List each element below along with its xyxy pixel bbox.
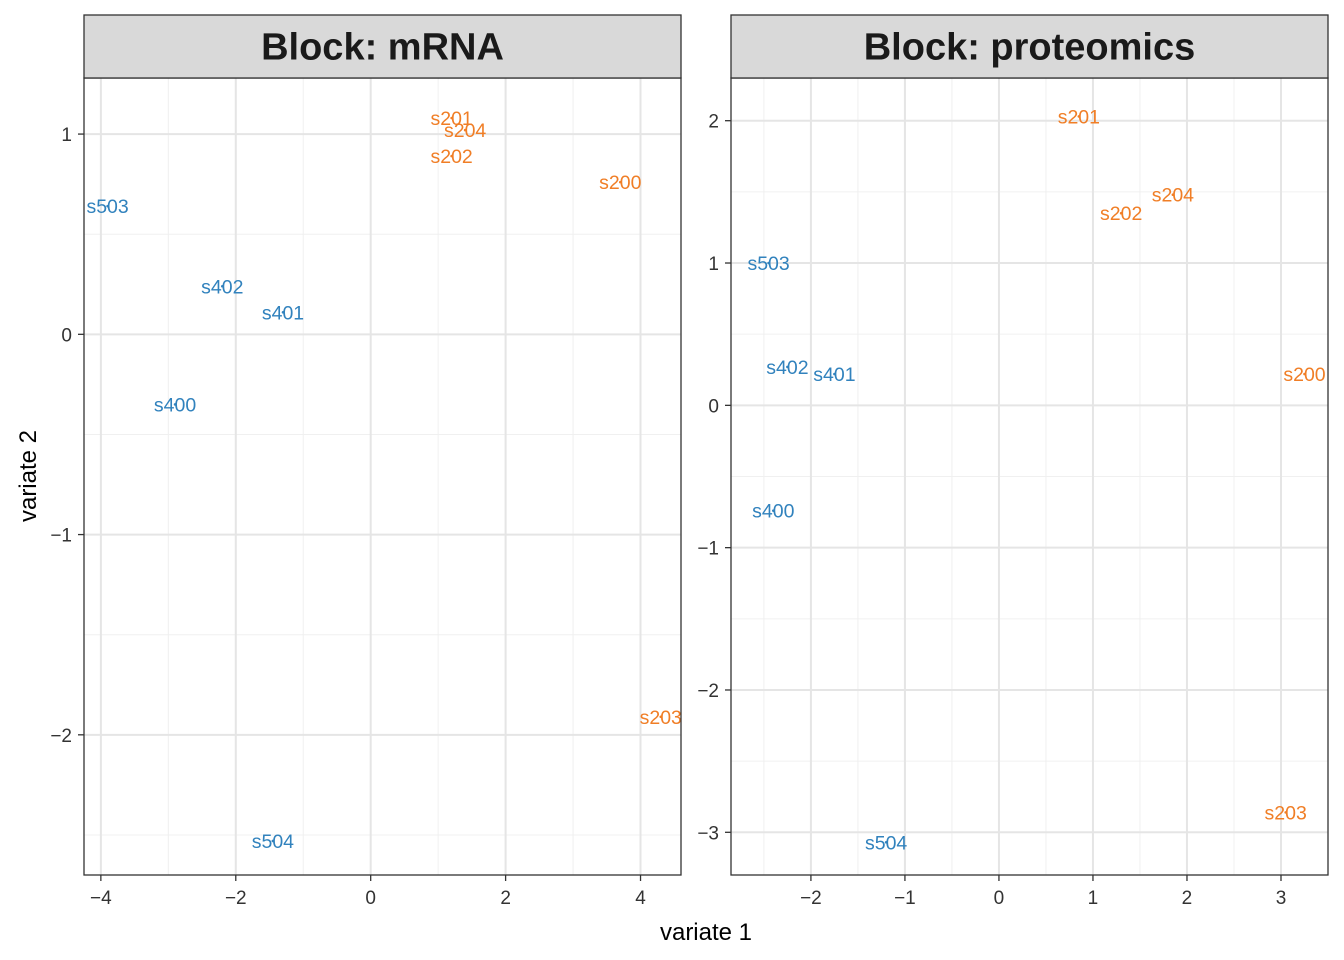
y-tick-label: −2 bbox=[697, 681, 719, 702]
point-label-s402: s402 bbox=[201, 276, 243, 298]
point-label-s503: s503 bbox=[86, 196, 128, 218]
x-axis-title: variate 1 bbox=[660, 919, 752, 946]
point-label-s503: s503 bbox=[747, 253, 789, 275]
point-label-s504: s504 bbox=[252, 831, 294, 853]
x-tick-label: 2 bbox=[1182, 888, 1193, 909]
y-tick-label: 1 bbox=[61, 125, 72, 146]
point-label-s200: s200 bbox=[599, 172, 641, 194]
point-label-s201: s201 bbox=[430, 108, 472, 130]
point-s203 bbox=[659, 715, 663, 719]
point-s200 bbox=[1303, 372, 1306, 376]
point-s402 bbox=[786, 365, 789, 369]
y-tick-label: 0 bbox=[708, 396, 719, 417]
facet-strip bbox=[83, 14, 682, 79]
point-s202 bbox=[450, 154, 453, 158]
point-label-s402: s402 bbox=[766, 357, 808, 379]
point-s201 bbox=[450, 116, 453, 120]
point-label-s401: s401 bbox=[813, 364, 855, 386]
x-tick-label: 0 bbox=[365, 888, 376, 909]
point-label-s202: s202 bbox=[430, 146, 472, 168]
y-tick-label: −3 bbox=[697, 823, 719, 844]
x-tick-label: −1 bbox=[894, 888, 916, 909]
y-tick-label: −1 bbox=[697, 539, 719, 560]
y-tick-label: 2 bbox=[708, 112, 719, 133]
point-s401 bbox=[281, 310, 285, 314]
x-tick-label: −4 bbox=[90, 888, 112, 909]
point-label-s204: s204 bbox=[1152, 185, 1194, 207]
point-s402 bbox=[220, 284, 224, 288]
point-label-s504: s504 bbox=[865, 832, 907, 854]
x-tick-label: 4 bbox=[635, 888, 646, 909]
point-label-s200: s200 bbox=[1283, 364, 1325, 386]
facet-strip bbox=[730, 14, 1329, 79]
panel-background bbox=[84, 78, 681, 875]
point-label-s204: s204 bbox=[444, 120, 486, 142]
point-label-s400: s400 bbox=[154, 394, 196, 416]
point-s204 bbox=[1171, 193, 1175, 197]
point-s401 bbox=[833, 372, 836, 376]
x-tick-label: 1 bbox=[1088, 888, 1099, 909]
point-label-s202: s202 bbox=[1100, 203, 1142, 225]
point-s200 bbox=[618, 180, 622, 184]
point-label-s203: s203 bbox=[640, 707, 682, 729]
y-axis-title: variate 2 bbox=[15, 430, 42, 522]
facet-strip-title: Block: proteomics bbox=[864, 27, 1196, 69]
facet-panels: −4 −2 0 2 4−2−101s201s204s202s200s503s402s40… bbox=[50, 14, 1329, 909]
point-s503 bbox=[106, 204, 109, 208]
x-tick-label: 2 bbox=[500, 888, 511, 909]
point-s400 bbox=[173, 403, 177, 406]
point-label-s401: s401 bbox=[262, 302, 304, 324]
point-s400 bbox=[772, 509, 775, 512]
y-tick-label: 0 bbox=[61, 325, 72, 346]
x-tick-label: 0 bbox=[994, 888, 1005, 909]
point-s504 bbox=[884, 840, 888, 844]
y-tick-label: −1 bbox=[50, 526, 72, 547]
point-s201 bbox=[1077, 115, 1081, 118]
point-s503 bbox=[767, 261, 770, 265]
x-tick-label: −2 bbox=[800, 888, 822, 909]
point-s202 bbox=[1119, 211, 1123, 215]
point-label-s203: s203 bbox=[1265, 802, 1307, 824]
point-s504 bbox=[271, 839, 275, 843]
x-tick-label: 3 bbox=[1276, 888, 1287, 909]
y-tick-label: −2 bbox=[50, 726, 72, 747]
point-s203 bbox=[1284, 811, 1287, 814]
point-s204 bbox=[463, 128, 467, 132]
point-label-s400: s400 bbox=[752, 501, 794, 523]
x-tick-label: −2 bbox=[225, 888, 247, 909]
facet-strip-title: Block: mRNA bbox=[261, 27, 504, 69]
y-tick-label: 1 bbox=[708, 254, 719, 275]
point-label-s201: s201 bbox=[1058, 106, 1100, 128]
